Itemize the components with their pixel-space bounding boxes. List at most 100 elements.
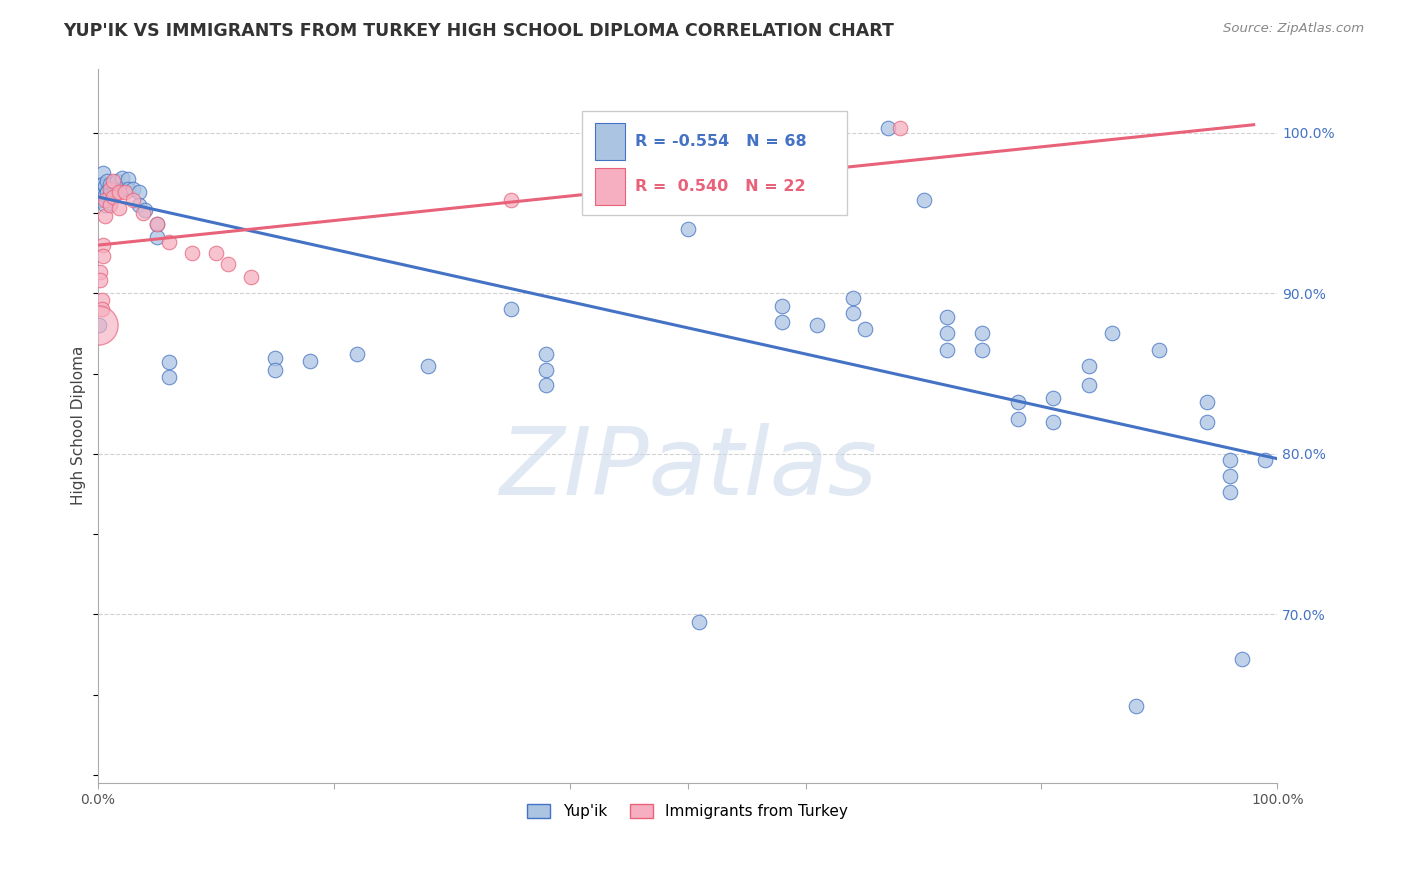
Point [91,249,114,263]
Point [889,120,911,135]
Point [972,343,994,357]
Point [1219,453,1241,467]
Point [1007,395,1029,409]
Point [105,174,128,188]
Point [264,363,287,377]
Point [108,201,131,215]
Point [90,293,112,307]
Text: R = -0.554   N = 68: R = -0.554 N = 68 [634,134,806,149]
Point [181,246,204,260]
Point [1042,391,1064,405]
FancyBboxPatch shape [582,112,846,215]
Point [98,182,121,196]
Point [111,182,134,196]
Point [122,182,145,196]
Point [98,198,121,212]
Point [1007,411,1029,425]
Point [534,347,557,361]
Point [91,166,114,180]
Point [103,186,125,201]
Y-axis label: High School Diploma: High School Diploma [72,346,86,506]
Point [94,193,117,207]
Point [1195,395,1218,409]
Text: Source: ZipAtlas.com: Source: ZipAtlas.com [1223,22,1364,36]
Point [122,193,145,207]
Point [103,177,125,191]
Point [89,273,111,287]
Point [688,615,710,630]
Point [146,230,169,244]
Point [96,185,118,199]
Point [853,321,876,335]
Point [108,185,131,199]
Point [264,351,287,365]
Point [770,299,793,313]
Point [89,185,111,199]
Point [98,186,121,201]
Point [842,291,865,305]
Point [1077,377,1099,392]
Point [91,238,114,252]
Point [936,310,959,325]
Point [1254,453,1277,467]
Point [132,206,155,220]
Point [128,198,150,212]
Point [89,318,111,333]
Point [534,377,557,392]
Point [94,198,117,212]
Point [299,353,322,368]
Point [146,217,169,231]
Point [217,257,239,271]
Point [499,193,522,207]
Point [94,178,117,193]
Point [117,182,139,196]
Point [96,174,118,188]
Point [1195,415,1218,429]
Point [134,202,156,217]
Point [676,222,699,236]
Text: YUP'IK VS IMMIGRANTS FROM TURKEY HIGH SCHOOL DIPLOMA CORRELATION CHART: YUP'IK VS IMMIGRANTS FROM TURKEY HIGH SC… [63,22,894,40]
Point [94,188,117,202]
Point [842,305,865,319]
Point [1101,326,1123,341]
Point [806,318,828,333]
Point [346,347,368,361]
Point [90,302,112,317]
Point [87,318,110,333]
Point [117,172,139,186]
Point [1219,469,1241,483]
Point [1230,652,1253,666]
Point [936,343,959,357]
FancyBboxPatch shape [595,122,626,160]
Point [105,185,128,199]
Point [111,170,134,185]
Point [877,120,900,135]
Text: R =  0.540   N = 22: R = 0.540 N = 22 [634,179,806,194]
Point [98,196,121,211]
Point [89,193,111,207]
Point [972,326,994,341]
Point [912,193,935,207]
Point [1219,485,1241,500]
Point [103,190,125,204]
Point [534,363,557,377]
Point [1077,359,1099,373]
Point [936,326,959,341]
Point [103,174,125,188]
Point [157,355,180,369]
Point [157,369,180,384]
Point [89,265,111,279]
Text: ZIPatlas: ZIPatlas [499,423,876,514]
Point [98,177,121,191]
FancyBboxPatch shape [595,168,626,205]
Point [499,302,522,317]
Point [240,270,263,285]
Point [1125,698,1147,713]
Point [128,185,150,199]
Point [770,315,793,329]
Legend: Yup'ik, Immigrants from Turkey: Yup'ik, Immigrants from Turkey [522,798,853,825]
Point [157,235,180,249]
Point [94,209,117,223]
Point [114,185,136,199]
Point [418,359,440,373]
